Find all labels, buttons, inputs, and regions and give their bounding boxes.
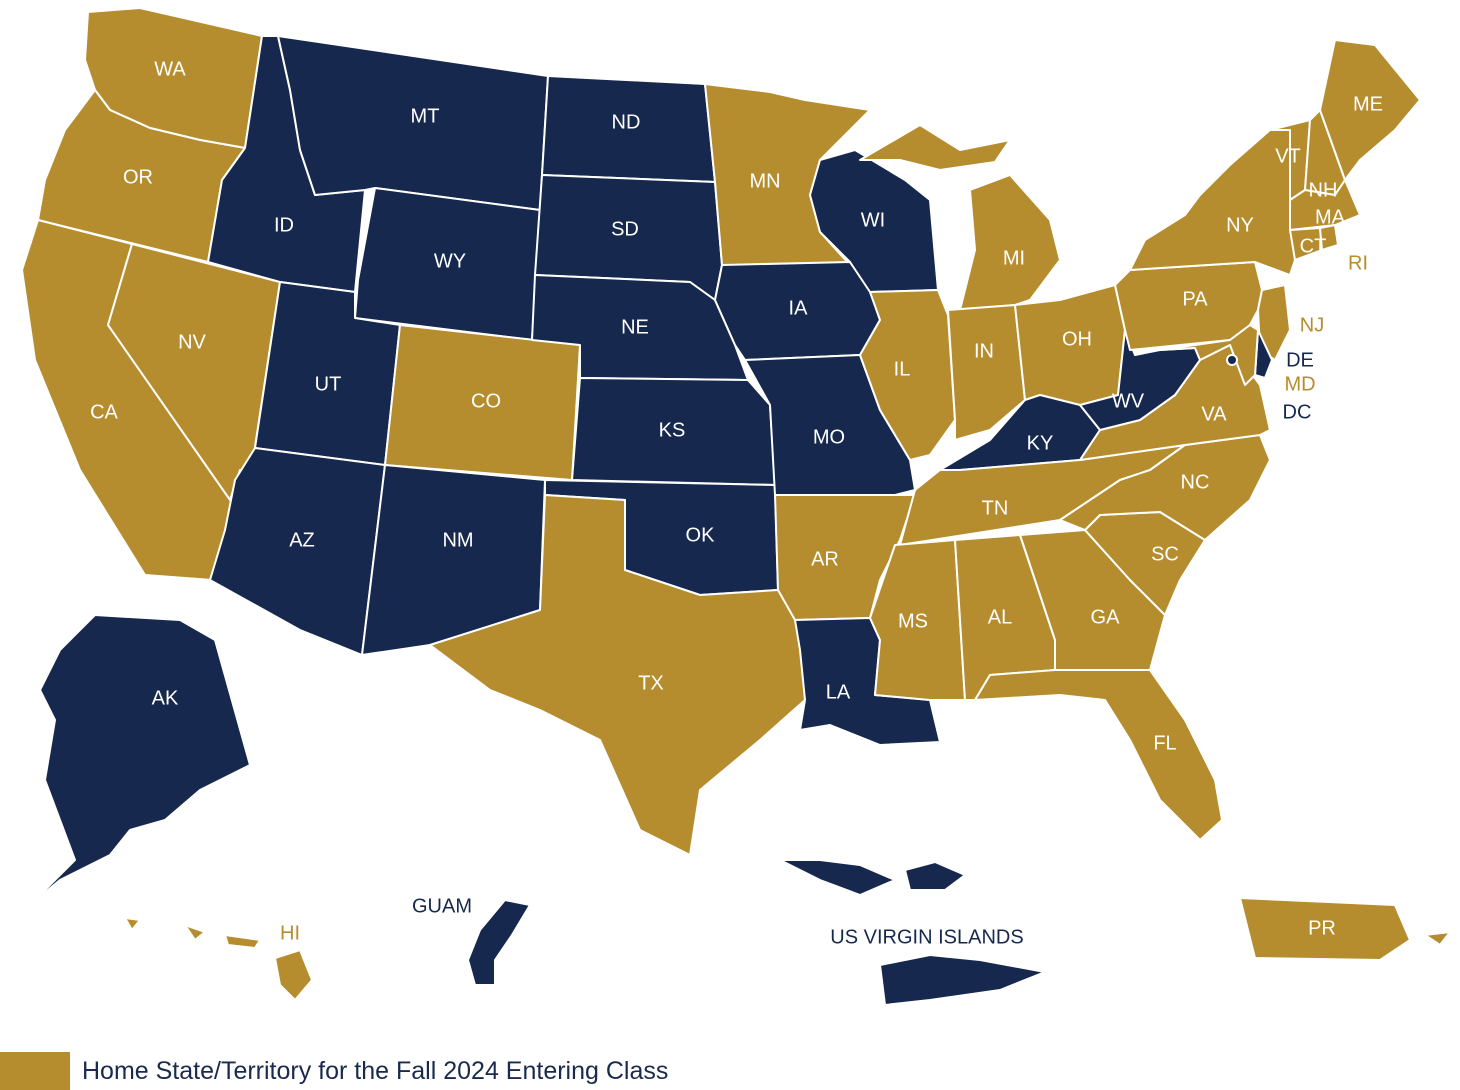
state-me[interactable]: [1319, 39, 1421, 181]
label-nm: NM: [442, 529, 473, 551]
label-ak: AK: [152, 687, 179, 709]
label-or: OR: [123, 166, 153, 188]
label-mn: MN: [749, 170, 780, 192]
state-tx[interactable]: [429, 494, 806, 856]
label-ny: NY: [1226, 214, 1254, 236]
label-pr: PR: [1308, 917, 1336, 939]
label-ca: CA: [90, 401, 118, 423]
label-mi: MI: [1003, 247, 1025, 269]
label-nj: NJ: [1300, 314, 1324, 336]
state-mi[interactable]: [959, 174, 1061, 311]
label-us-virgin-islands: US VIRGIN ISLANDS: [830, 926, 1023, 948]
label-mo: MO: [813, 426, 845, 448]
label-sc: SC: [1151, 543, 1179, 565]
label-wi: WI: [861, 209, 885, 231]
state-md[interactable]: [1159, 324, 1259, 386]
label-ri: RI: [1348, 252, 1368, 274]
label-az: AZ: [289, 529, 315, 551]
legend: Home State/Territory for the Fall 2024 E…: [0, 1052, 668, 1090]
label-ga: GA: [1091, 606, 1121, 628]
state-dc[interactable]: [1226, 354, 1238, 366]
label-nc: NC: [1181, 471, 1210, 493]
label-md: MD: [1284, 373, 1315, 395]
label-il: IL: [894, 358, 911, 380]
label-va: VA: [1201, 403, 1227, 425]
label-fl: FL: [1153, 732, 1176, 754]
territory-pr[interactable]: [1239, 897, 1451, 961]
state-nc[interactable]: [1059, 434, 1271, 541]
label-ar: AR: [811, 548, 839, 570]
label-wv: WV: [1112, 390, 1145, 412]
territory-usvi[interactable]: [779, 859, 1046, 1006]
label-ms: MS: [898, 610, 928, 632]
state-nj[interactable]: [1257, 284, 1291, 361]
label-de: DE: [1286, 349, 1314, 371]
state-ak[interactable]: [29, 614, 251, 906]
legend-label: Home State/Territory for the Fall 2024 E…: [82, 1056, 669, 1085]
label-ma: MA: [1315, 206, 1346, 228]
label-mt: MT: [411, 105, 440, 127]
label-tn: TN: [982, 497, 1009, 519]
state-il[interactable]: [859, 289, 956, 461]
label-id: ID: [274, 214, 294, 236]
state-fl[interactable]: [974, 669, 1223, 841]
label-ct: CT: [1300, 235, 1327, 257]
label-al: AL: [988, 606, 1012, 628]
territory-guam[interactable]: [467, 899, 531, 986]
label-me: ME: [1353, 93, 1383, 115]
label-tx: TX: [638, 672, 664, 694]
state-ri[interactable]: [1319, 224, 1339, 251]
label-nv: NV: [178, 331, 206, 353]
state-mi-upper[interactable]: [859, 124, 1011, 171]
label-ky: KY: [1027, 432, 1054, 454]
label-co: CO: [471, 390, 501, 412]
label-oh: OH: [1062, 328, 1092, 350]
label-pa: PA: [1182, 288, 1208, 310]
label-dc: DC: [1283, 401, 1312, 423]
label-nh: NH: [1309, 179, 1338, 201]
label-sd: SD: [611, 218, 639, 240]
label-in: IN: [974, 340, 994, 362]
label-wy: WY: [434, 250, 466, 272]
label-vt: VT: [1275, 145, 1301, 167]
label-ok: OK: [686, 524, 716, 546]
label-la: LA: [826, 681, 851, 703]
label-wa: WA: [154, 58, 186, 80]
label-ne: NE: [621, 316, 649, 338]
label-ut: UT: [315, 373, 342, 395]
state-ny[interactable]: [1129, 129, 1296, 276]
label-ia: IA: [789, 297, 809, 319]
state-hi[interactable]: [124, 917, 313, 1001]
legend-swatch: [0, 1052, 70, 1090]
label-ks: KS: [659, 419, 686, 441]
state-az[interactable]: [209, 447, 386, 656]
label-hi: HI: [280, 922, 300, 944]
label-nd: ND: [612, 111, 641, 133]
label-guam: GUAM: [412, 895, 472, 917]
us-states-map: WA OR CA NV ID MT WY UT AZ CO NM ND SD NE KS OK TX MN IA MO…: [21, 7, 1451, 1006]
